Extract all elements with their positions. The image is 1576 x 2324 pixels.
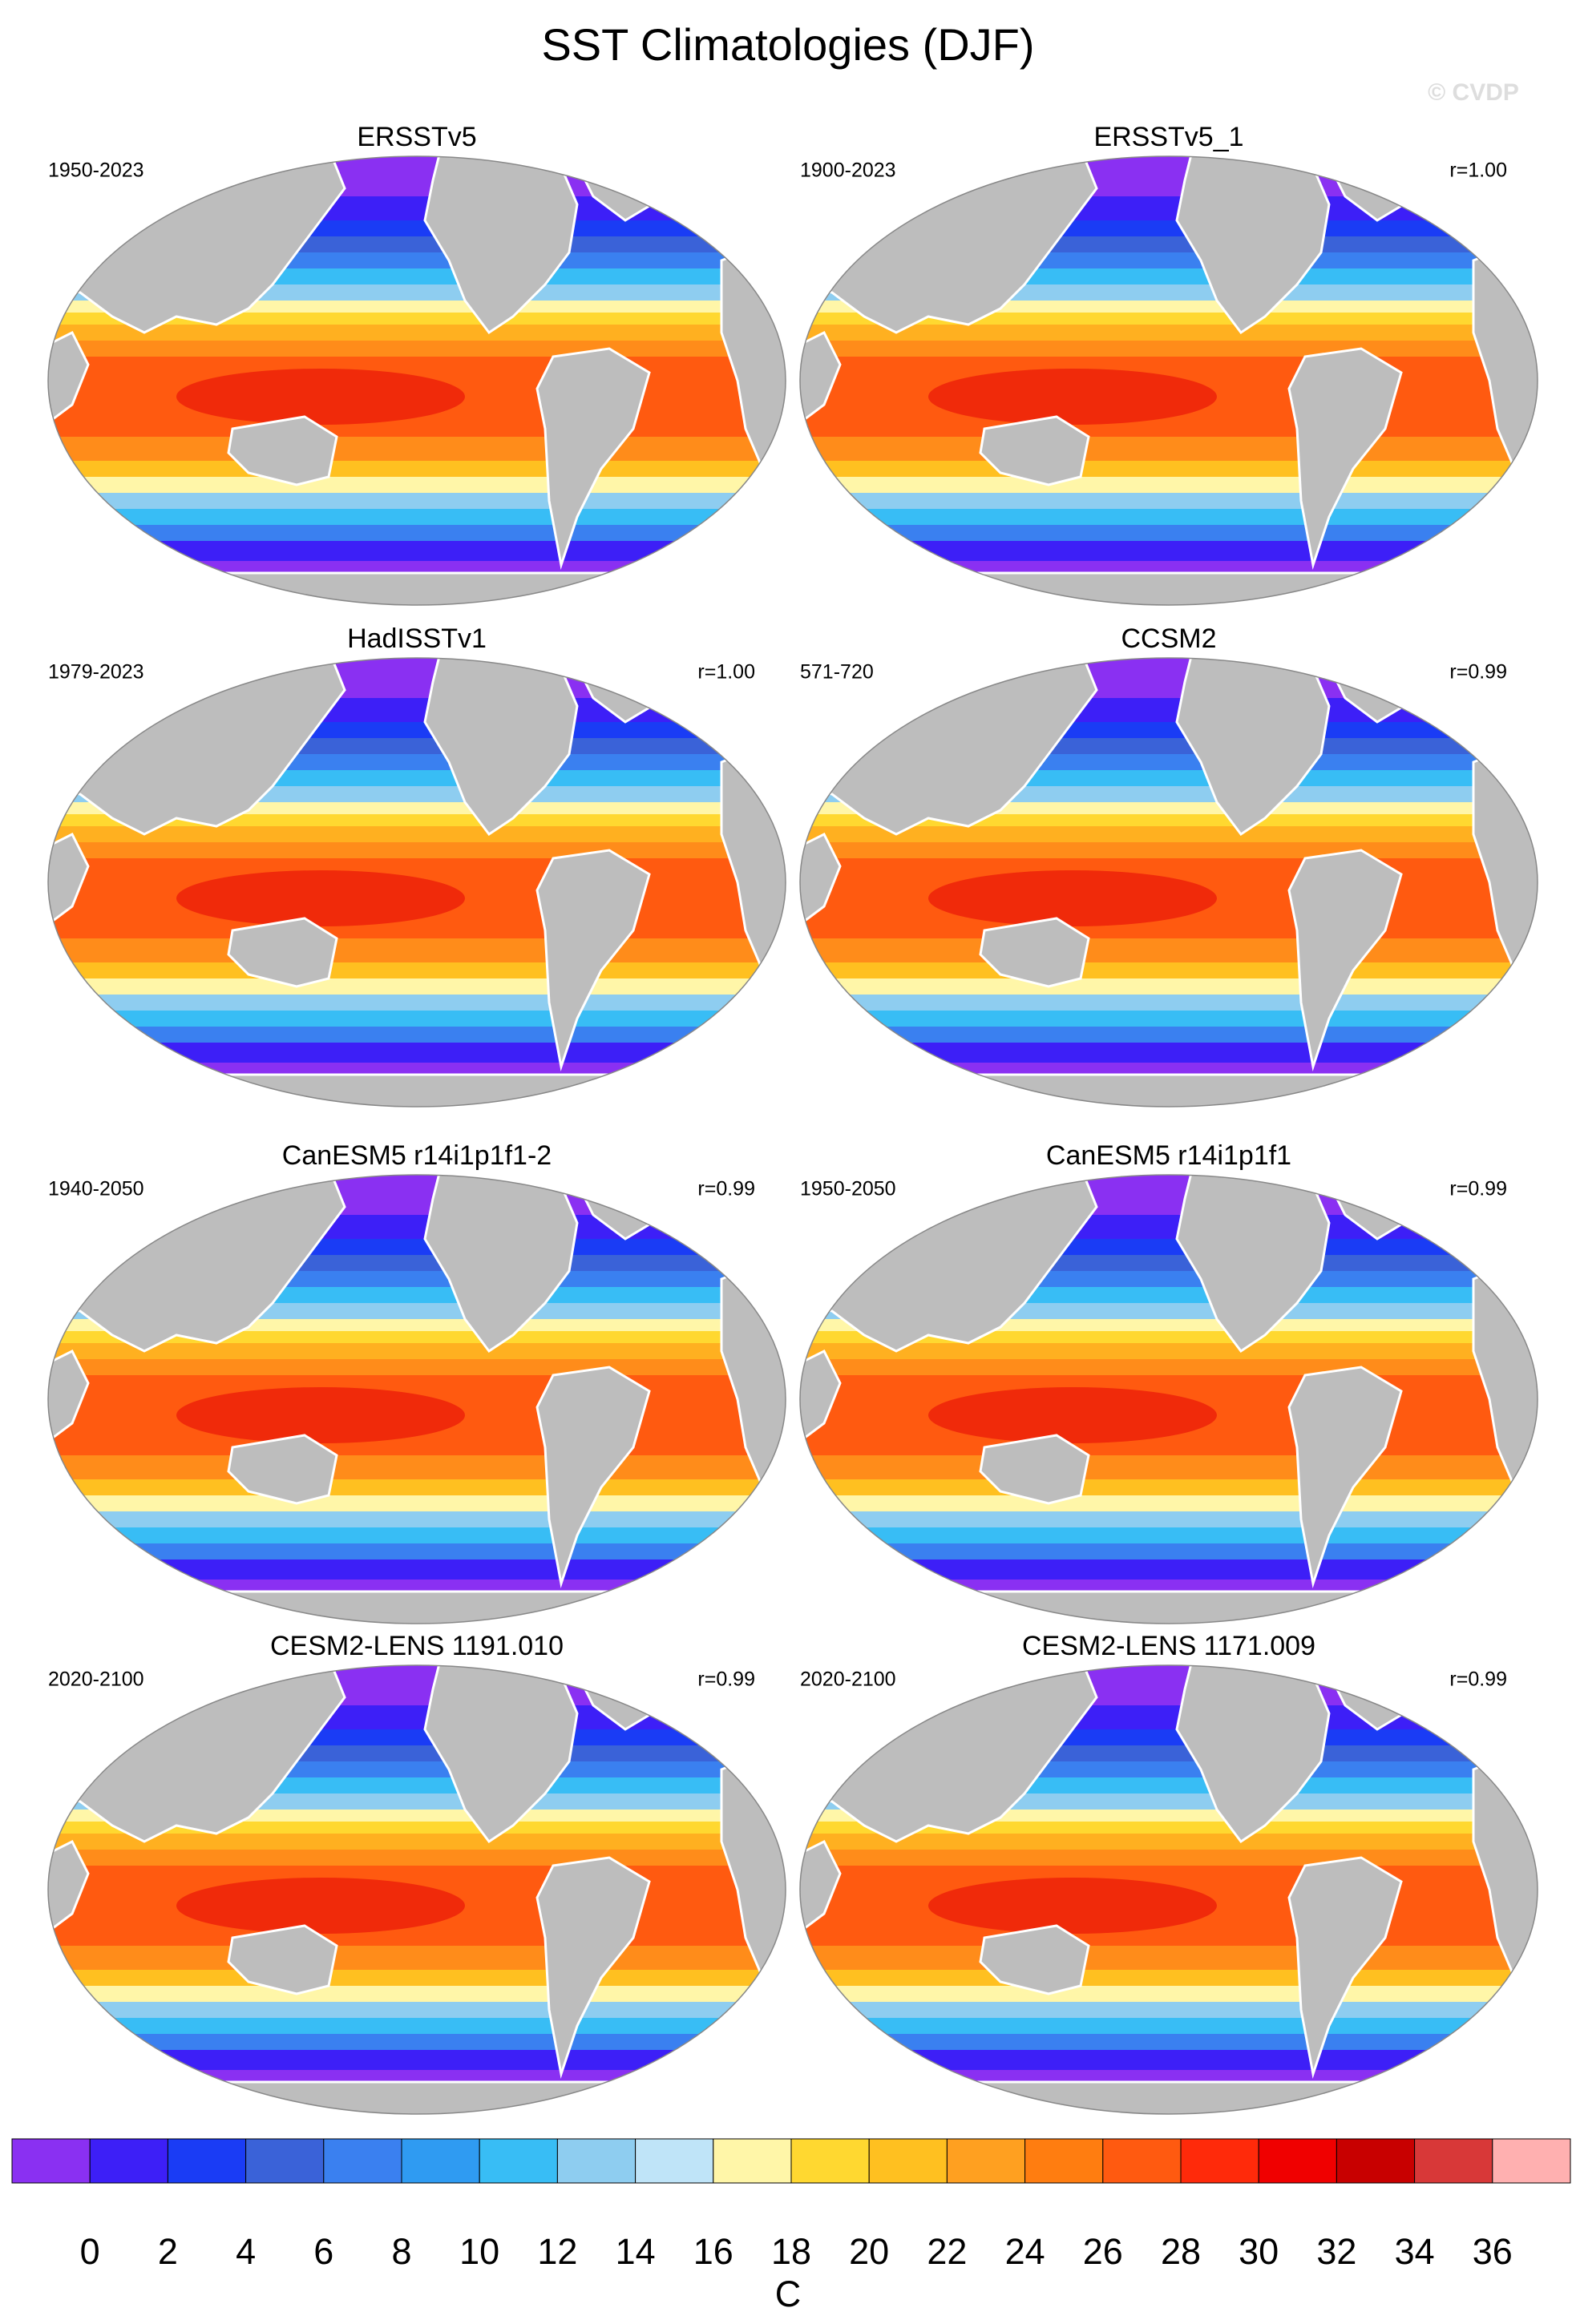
figure-title: SST Climatologies (DJF) xyxy=(541,19,1034,70)
colorbar-box xyxy=(11,2138,91,2184)
colorbar-box xyxy=(556,2138,636,2184)
panel-r: r=0.99 xyxy=(697,1668,755,1691)
panel-r: r=0.99 xyxy=(1449,1668,1507,1691)
map xyxy=(40,650,794,1115)
colorbar-box xyxy=(946,2138,1026,2184)
map xyxy=(792,148,1546,613)
panel-period: 2020-2100 xyxy=(48,1668,144,1691)
colorbar-box xyxy=(323,2138,402,2184)
colorbar-label: 34 xyxy=(1395,2231,1435,2272)
colorbar-label: 2 xyxy=(158,2231,178,2272)
colorbar-label: 8 xyxy=(391,2231,411,2272)
colorbar-box xyxy=(1180,2138,1259,2184)
colorbar-label: 14 xyxy=(616,2231,656,2272)
colorbar-label: 10 xyxy=(459,2231,499,2272)
colorbar-box xyxy=(713,2138,792,2184)
colorbar-label: 6 xyxy=(313,2231,333,2272)
map xyxy=(40,148,794,613)
panel-period: 571-720 xyxy=(800,661,874,684)
panel-r: r=1.00 xyxy=(1449,159,1507,182)
panel-r: r=0.99 xyxy=(697,1178,755,1200)
colorbar-box xyxy=(1258,2138,1337,2184)
panel-period: 2020-2100 xyxy=(800,1668,896,1691)
colorbar-box xyxy=(167,2138,247,2184)
colorbar-label: 16 xyxy=(693,2231,733,2272)
colorbar-label: 26 xyxy=(1083,2231,1123,2272)
colorbar-label: 28 xyxy=(1161,2231,1201,2272)
colorbar-box xyxy=(1336,2138,1416,2184)
panel-title: CCSM2 xyxy=(1121,623,1216,654)
colorbar-box xyxy=(1024,2138,1104,2184)
panel-title: CanESM5 r14i1p1f1-2 xyxy=(282,1140,552,1171)
colorbar-label: 24 xyxy=(1005,2231,1045,2272)
colorbar-box xyxy=(1492,2138,1571,2184)
panel-r: r=0.99 xyxy=(1449,661,1507,684)
map xyxy=(792,1657,1546,2122)
panel-r: r=1.00 xyxy=(697,661,755,684)
colorbar-label: 4 xyxy=(236,2231,256,2272)
colorbar-label: 20 xyxy=(849,2231,889,2272)
colorbar-label: 36 xyxy=(1473,2231,1513,2272)
panel-title: ERSSTv5 xyxy=(357,122,476,152)
panel-period: 1940-2050 xyxy=(48,1178,144,1200)
panel-title: CESM2-LENS 1171.009 xyxy=(1022,1631,1315,1661)
colorbar-box xyxy=(245,2138,325,2184)
map xyxy=(40,1167,794,1632)
colorbar-label: 30 xyxy=(1239,2231,1279,2272)
panel-period: 1950-2050 xyxy=(800,1178,896,1200)
colorbar-label: 0 xyxy=(80,2231,100,2272)
colorbar-label: 18 xyxy=(771,2231,811,2272)
colorbar-box xyxy=(635,2138,714,2184)
colorbar-box xyxy=(89,2138,168,2184)
colorbar-box xyxy=(1414,2138,1493,2184)
colorbar-label: 32 xyxy=(1316,2231,1356,2272)
panel-period: 1979-2023 xyxy=(48,661,144,684)
panel-title: CESM2-LENS 1191.010 xyxy=(270,1631,564,1661)
map xyxy=(792,650,1546,1115)
panel-title: HadISSTv1 xyxy=(347,623,487,654)
panel-period: 1950-2023 xyxy=(48,159,144,182)
colorbar-box xyxy=(479,2138,558,2184)
colorbar-box xyxy=(790,2138,870,2184)
colorbar-unit: C xyxy=(775,2274,802,2314)
colorbar-box xyxy=(1102,2138,1182,2184)
panel-title: ERSSTv5_1 xyxy=(1093,122,1243,152)
watermark: © CVDP xyxy=(1428,79,1519,106)
map xyxy=(792,1167,1546,1632)
colorbar-label: 22 xyxy=(927,2231,967,2272)
panel-period: 1900-2023 xyxy=(800,159,896,182)
map xyxy=(40,1657,794,2122)
colorbar-box xyxy=(868,2138,948,2184)
panel-title: CanESM5 r14i1p1f1 xyxy=(1046,1140,1291,1171)
colorbar-box xyxy=(401,2138,480,2184)
colorbar-label: 12 xyxy=(537,2231,577,2272)
panel-r: r=0.99 xyxy=(1449,1178,1507,1200)
